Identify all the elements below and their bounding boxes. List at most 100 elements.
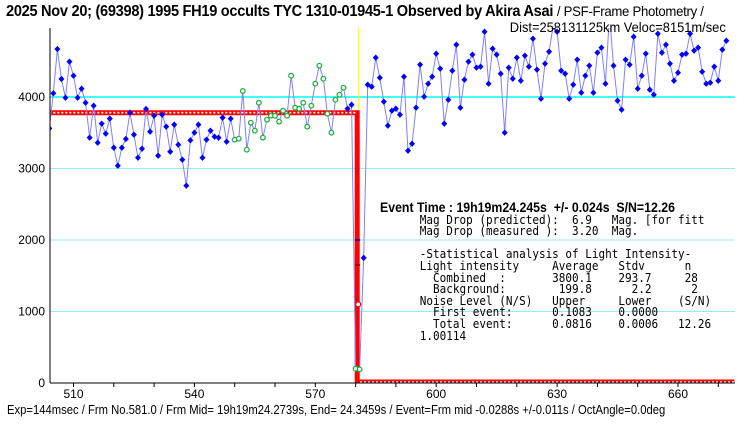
data-point [404, 147, 411, 154]
data-point [477, 63, 484, 70]
data-point [163, 123, 170, 130]
data-point [54, 45, 61, 53]
data-point [558, 67, 565, 74]
y-tick-label: 4000 [18, 90, 45, 104]
data-point [497, 70, 504, 77]
event-time: Event Time : 19h19m24.245s +/- 0.024s S/… [380, 199, 675, 215]
x-tick-label: 570 [305, 387, 325, 401]
data-point [155, 152, 162, 159]
data-point [143, 105, 150, 113]
data-point [513, 54, 520, 61]
data-point [662, 41, 669, 48]
data-point [441, 120, 448, 127]
statistics-panel: Event Time : 19h19m24.245s +/- 0.024s S/… [380, 199, 712, 343]
data-point [368, 83, 375, 90]
data-point [429, 73, 436, 80]
data-point [203, 136, 210, 143]
comparison-point [276, 118, 282, 125]
data-point [485, 80, 492, 87]
stat-line: Noise Level (N/S) Upper Lower (S/N) [380, 292, 712, 308]
comparison-point [247, 119, 254, 126]
stat-lines: Mag Drop (predicted): 6.9 Mag. [for fitt… [380, 213, 712, 343]
data-point [425, 80, 432, 87]
x-tick-label: 630 [547, 387, 567, 401]
data-point [74, 94, 81, 101]
data-point [683, 50, 690, 57]
data-point [695, 44, 702, 51]
data-point [537, 95, 544, 102]
data-point [465, 58, 472, 65]
chart-title: 2025 Nov 20; (69398) 1995 FH19 occults T… [6, 3, 704, 21]
data-point [159, 111, 166, 118]
stat-line: First event: 0.1083 0.0000 [380, 304, 659, 320]
data-point [723, 37, 730, 44]
data-point [473, 64, 480, 71]
data-point [183, 182, 190, 189]
x-tick-label: 510 [63, 387, 83, 401]
comparison-point [284, 112, 291, 119]
stat-line: -Statistical analysis of Light Intensity… [380, 246, 692, 262]
data-point [554, 28, 561, 35]
data-point [171, 121, 178, 128]
comparison-point [300, 99, 307, 106]
data-point [493, 51, 500, 58]
data-point [187, 137, 194, 144]
comparison-point [316, 62, 323, 69]
data-point [102, 130, 109, 137]
data-point [396, 111, 403, 118]
data-point [566, 95, 573, 102]
data-point [106, 115, 113, 122]
comparison-point [324, 110, 331, 117]
data-point [622, 56, 629, 63]
data-point [413, 104, 420, 111]
data-point [638, 72, 645, 79]
data-point [114, 162, 121, 169]
comparison-point [259, 134, 266, 141]
data-point [122, 135, 129, 143]
x-tick-label: 660 [668, 387, 688, 401]
data-point [711, 63, 718, 70]
data-point [618, 106, 625, 113]
data-point [207, 127, 214, 134]
data-point [98, 120, 105, 127]
stat-line: 1.00114 [380, 327, 467, 343]
data-point [110, 144, 117, 151]
data-point [453, 41, 460, 48]
data-point [675, 69, 681, 76]
data-point [151, 112, 158, 119]
comparison-point [243, 146, 250, 153]
x-tick-label: 540 [184, 387, 204, 401]
data-point [521, 52, 528, 59]
data-point [707, 79, 714, 86]
data-point [574, 56, 581, 63]
data-point [598, 44, 605, 51]
stat-line: Combined : 3800.1 293.7 28 [380, 269, 698, 285]
comparison-point [356, 366, 363, 373]
comparison-point [296, 105, 303, 112]
data-point [50, 125, 53, 131]
data-point [646, 86, 653, 93]
data-point [139, 145, 146, 152]
data-point [360, 254, 367, 262]
data-point [529, 35, 536, 42]
data-point [348, 101, 355, 108]
data-point [703, 80, 710, 87]
data-point [179, 156, 186, 163]
data-point [509, 75, 516, 82]
data-point [457, 104, 464, 111]
comparison-point [312, 80, 319, 87]
stat-line: Mag Drop (measured ): 3.20 Mag. [380, 223, 639, 239]
comparison-point [336, 91, 343, 98]
comparison-point [235, 135, 242, 142]
data-point [642, 50, 649, 57]
data-point [679, 51, 686, 58]
data-point [517, 77, 524, 84]
data-point [344, 105, 351, 112]
data-point [582, 72, 589, 79]
footer-info: Exp=144msec / Frm No.581.0 / Frm Mid= 19… [7, 403, 666, 417]
data-point [570, 81, 577, 88]
data-point [542, 60, 549, 67]
data-point [175, 141, 182, 148]
data-point [481, 28, 488, 35]
